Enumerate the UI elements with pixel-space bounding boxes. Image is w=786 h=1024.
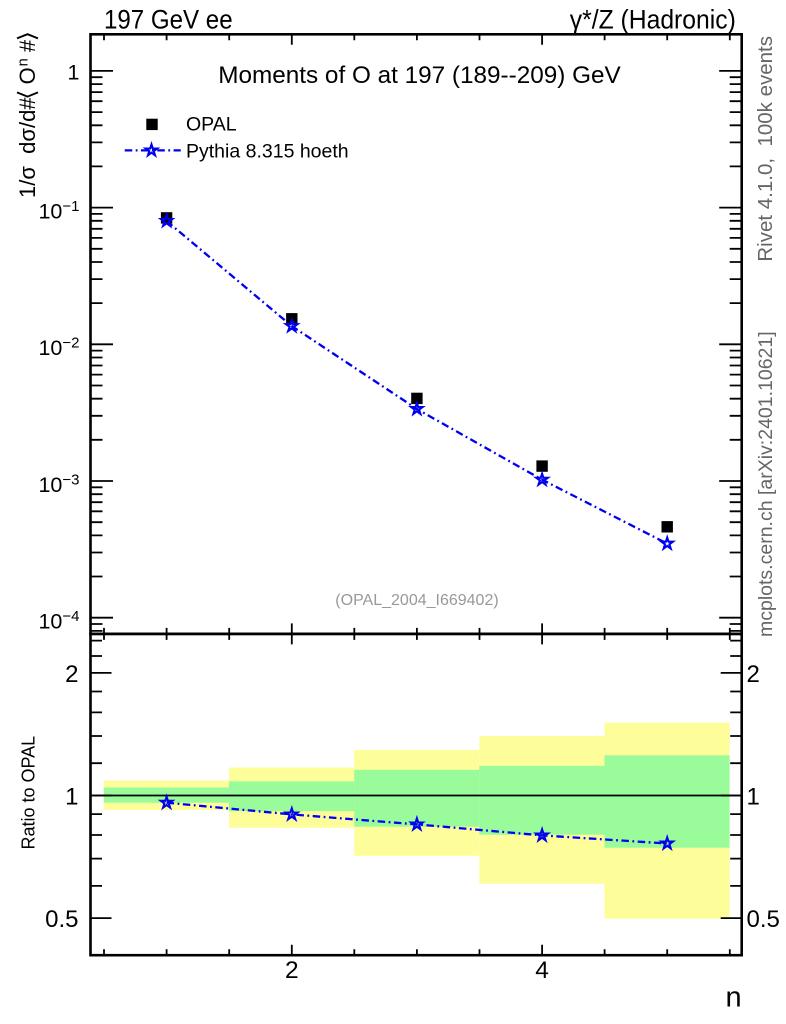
svg-text:1: 1 [65, 784, 78, 811]
svg-text:n: n [16, 58, 32, 66]
svg-text:197 GeV ee: 197 GeV ee [104, 5, 233, 35]
svg-text:n: n [726, 982, 742, 1014]
svg-text:Rivet 4.1.0, 100k events: Rivet 4.1.0, 100k events [754, 36, 777, 262]
svg-text:mcplots.cern.ch [arXiv:2401.10: mcplots.cern.ch [arXiv:2401.10621] [755, 331, 777, 637]
svg-text:γ*/Z (Hadronic): γ*/Z (Hadronic) [570, 5, 736, 35]
svg-text:OPAL: OPAL [186, 114, 237, 136]
svg-text:1: 1 [68, 60, 80, 84]
svg-text:Moments of O at 197 (189--209): Moments of O at 197 (189--209) GeV [218, 62, 621, 89]
svg-text:2: 2 [285, 957, 299, 984]
svg-text:O: O [15, 67, 40, 84]
svg-text:0.5: 0.5 [747, 906, 780, 933]
svg-text:2: 2 [747, 661, 760, 688]
svg-text:1: 1 [747, 784, 760, 811]
svg-text:(OPAL_2004_I669402): (OPAL_2004_I669402) [335, 592, 498, 609]
svg-text:10−4: 10−4 [38, 608, 79, 634]
svg-text:4: 4 [535, 957, 549, 984]
svg-text:Pythia 8.315 hoeth: Pythia 8.315 hoeth [186, 141, 349, 163]
svg-text:2: 2 [65, 661, 78, 688]
svg-text:0.5: 0.5 [45, 906, 78, 933]
svg-text:Ratio to OPAL: Ratio to OPAL [19, 736, 39, 850]
svg-text:#: # [15, 39, 40, 52]
svg-text:1/σ dσ/d#: 1/σ dσ/d# [15, 97, 40, 198]
